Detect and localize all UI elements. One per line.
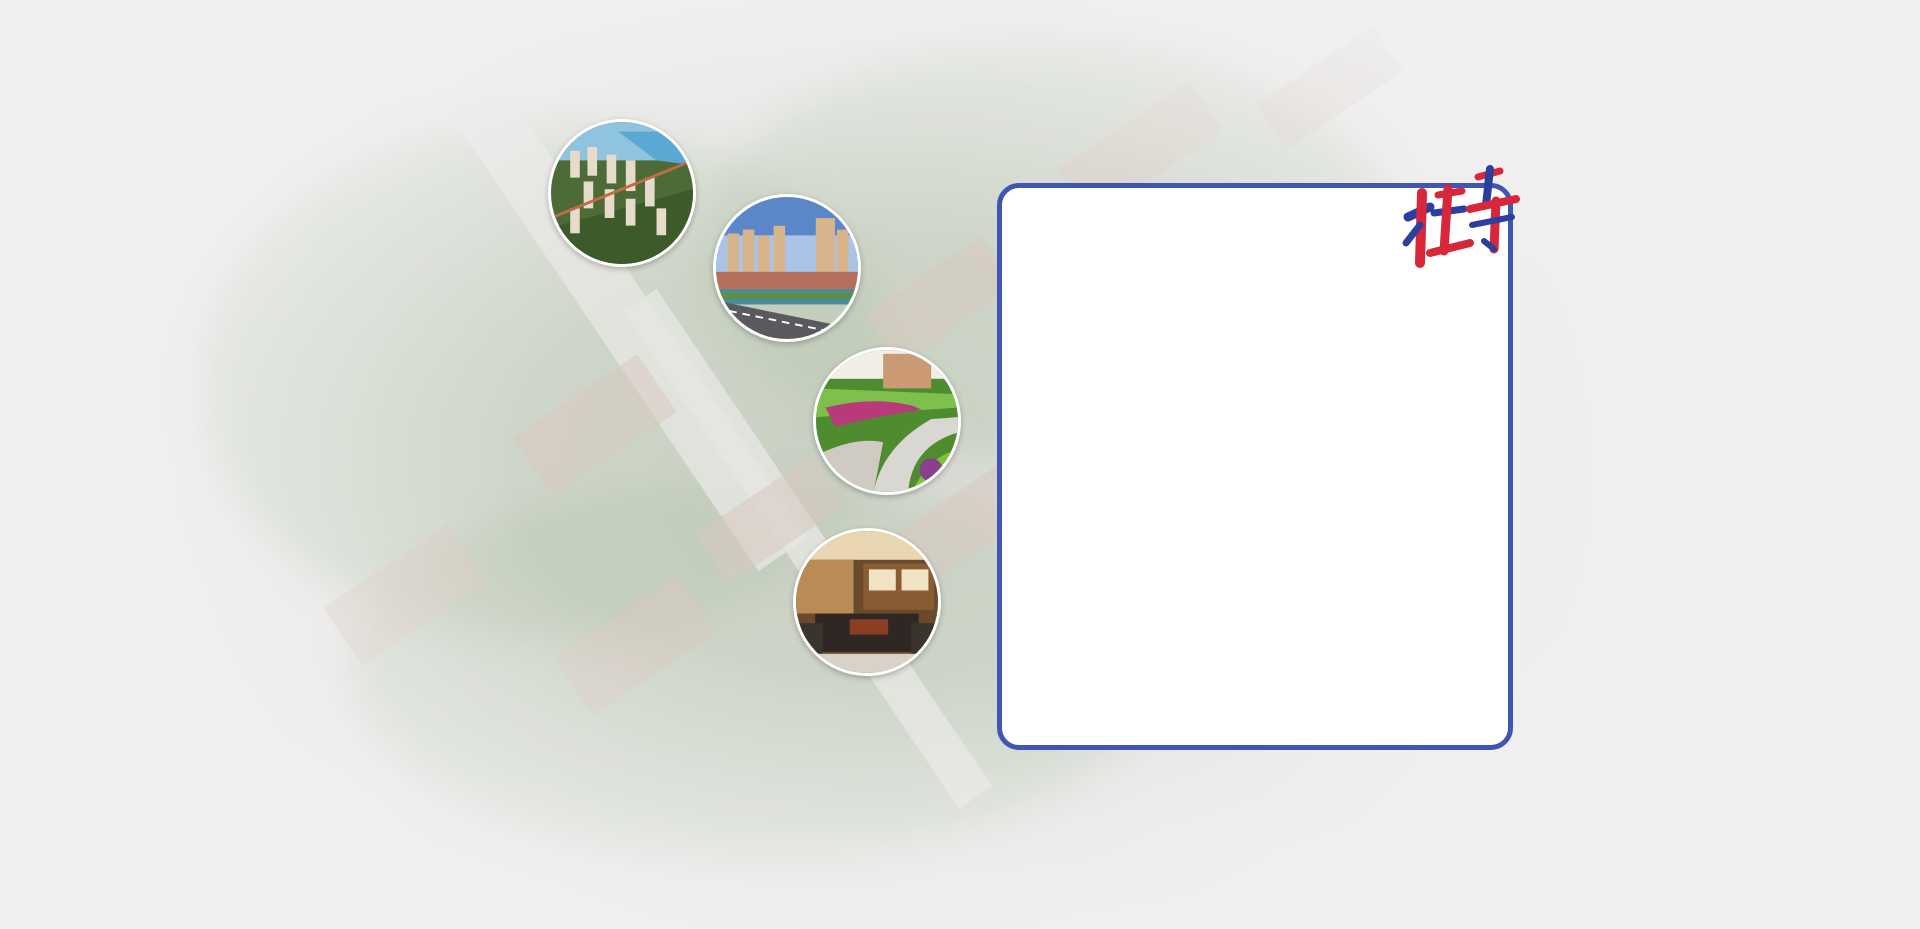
content-panel — [997, 183, 1513, 750]
living-room-icon — [796, 531, 938, 673]
garden-path-thumbnail[interactable] — [813, 347, 961, 495]
aerial-towers-icon — [551, 122, 693, 264]
calligraphy-stamp-icon — [1402, 165, 1520, 268]
living-room-thumbnail[interactable] — [793, 528, 941, 676]
riverside-towers-thumbnail[interactable] — [713, 194, 861, 342]
riverside-towers-icon — [716, 197, 858, 339]
aerial-towers-thumbnail[interactable] — [548, 119, 696, 267]
garden-path-icon — [816, 350, 958, 492]
